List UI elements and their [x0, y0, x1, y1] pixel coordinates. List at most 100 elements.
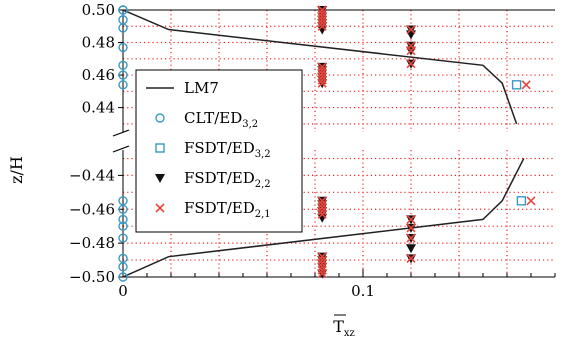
- x-marker-stroke: [317, 21, 327, 31]
- legend: LM7 CLT/ED3,2 FSDT/ED3,2 FSDT/ED2,2 FSDT/ED2…: [135, 69, 303, 233]
- x-marker-stroke: [406, 24, 416, 35]
- data-point-x: [406, 223, 416, 233]
- y-tick-label: −0.46: [69, 200, 115, 218]
- data-point-x: [317, 72, 327, 82]
- y-tick-label: 0.44: [82, 99, 115, 117]
- data-point-x: [317, 15, 327, 25]
- x-marker-stroke: [317, 258, 327, 269]
- x-marker-stroke: [317, 269, 327, 279]
- x-axis-label-text: Txz: [333, 317, 355, 339]
- data-point-x: [317, 206, 327, 216]
- data-point-triangle-down: [406, 30, 416, 40]
- legend-label: FSDT/ED3,2: [184, 139, 271, 160]
- data-point-circle: [118, 80, 128, 90]
- data-point-circle: [118, 23, 128, 33]
- y-tick-label: 0.48: [82, 34, 115, 52]
- x-marker-stroke: [406, 233, 416, 243]
- x-tick-label: 0.1: [351, 282, 375, 300]
- x-marker-stroke: [406, 46, 416, 56]
- legend-label: LM7: [184, 79, 219, 97]
- data-point-x: [317, 21, 327, 31]
- x-marker-stroke: [317, 15, 327, 25]
- legend-swatch-square: [155, 143, 165, 153]
- x-marker-stroke: [526, 196, 536, 206]
- data-point-x: [406, 24, 416, 35]
- data-point-x: [406, 233, 416, 243]
- data-point-circle: [118, 233, 128, 243]
- axis-break-mark: [112, 129, 130, 137]
- data-point-x: [317, 265, 327, 275]
- data-point-x: [317, 5, 327, 15]
- data-point-x: [317, 18, 327, 28]
- y-tick-label: −0.44: [69, 166, 115, 184]
- data-point-triangle-down: [406, 244, 416, 254]
- data-point-x: [406, 59, 416, 69]
- x-marker-stroke: [406, 214, 416, 224]
- data-point-circle: [118, 272, 128, 282]
- x-marker-stroke: [317, 255, 327, 265]
- x-axis-label: Txz: [333, 314, 355, 339]
- data-point-x: [317, 199, 327, 209]
- data-point-x: [406, 214, 416, 224]
- x-marker-stroke: [317, 18, 327, 28]
- legend-label: FSDT/ED2,1: [184, 199, 271, 220]
- data-point-circle: [118, 60, 128, 71]
- axis-break-mark: [112, 145, 130, 153]
- data-point-x: [317, 62, 327, 72]
- data-point-x: [317, 203, 327, 213]
- data-point-x: [317, 75, 327, 85]
- x-marker-stroke: [317, 209, 327, 219]
- y-tick-label: −0.50: [69, 268, 115, 286]
- data-point-x: [406, 46, 416, 56]
- data-point-circle: [118, 42, 128, 53]
- x-marker-stroke: [317, 262, 327, 272]
- x-marker-stroke: [155, 203, 165, 213]
- data-point-circle: [118, 221, 128, 231]
- legend-label: CLT/ED3,2: [184, 109, 258, 130]
- y-tick-label: 0.50: [82, 1, 115, 19]
- data-point-circle: [118, 204, 128, 214]
- series-line-lm7: [122, 9, 518, 125]
- data-series: [118, 5, 536, 282]
- data-point-x: [317, 209, 327, 219]
- data-point-circle: [118, 5, 128, 15]
- x-marker-stroke: [317, 11, 327, 22]
- data-point-x: [317, 252, 327, 262]
- data-point-x: [317, 78, 327, 88]
- data-point-circle: [118, 214, 128, 225]
- data-point-x: [317, 258, 327, 269]
- tick-labels: 0.50 0.48 0.46 0.44 −0.44 −0.46 −0.48 −0.500 0.1: [69, 1, 375, 300]
- data-point-square: [511, 80, 522, 90]
- y-tick-label: 0.46: [82, 66, 115, 84]
- x-marker-stroke: [317, 206, 327, 216]
- legend-swatch-circle: [155, 113, 165, 123]
- legend-swatch-x: [155, 203, 165, 213]
- data-point-circle: [118, 70, 128, 80]
- data-point-x: [317, 68, 327, 79]
- data-point-x: [317, 65, 327, 75]
- x-marker-stroke: [317, 203, 327, 213]
- x-marker-stroke: [317, 72, 327, 82]
- x-marker-stroke: [521, 80, 531, 90]
- x-marker-stroke: [317, 68, 327, 79]
- y-axis-label: z/H: [7, 156, 26, 184]
- axes-frame: [112, 9, 556, 278]
- data-point-x: [317, 262, 327, 272]
- x-marker-stroke: [317, 62, 327, 72]
- data-point-x: [406, 253, 416, 263]
- x-marker-stroke: [317, 78, 327, 88]
- data-point-square: [516, 196, 527, 206]
- x-marker-stroke: [406, 253, 416, 263]
- data-point-circle: [118, 262, 128, 272]
- data-point-x: [317, 11, 327, 22]
- x-marker-stroke: [317, 8, 327, 18]
- x-marker-stroke: [317, 265, 327, 275]
- legend-swatch-triangle-down: [155, 174, 165, 183]
- x-marker-stroke: [406, 59, 416, 69]
- x-marker-stroke: [317, 252, 327, 262]
- x-marker-stroke: [317, 196, 327, 206]
- data-point-x: [521, 80, 531, 90]
- data-point-x: [317, 8, 327, 18]
- x-marker-stroke: [406, 223, 416, 233]
